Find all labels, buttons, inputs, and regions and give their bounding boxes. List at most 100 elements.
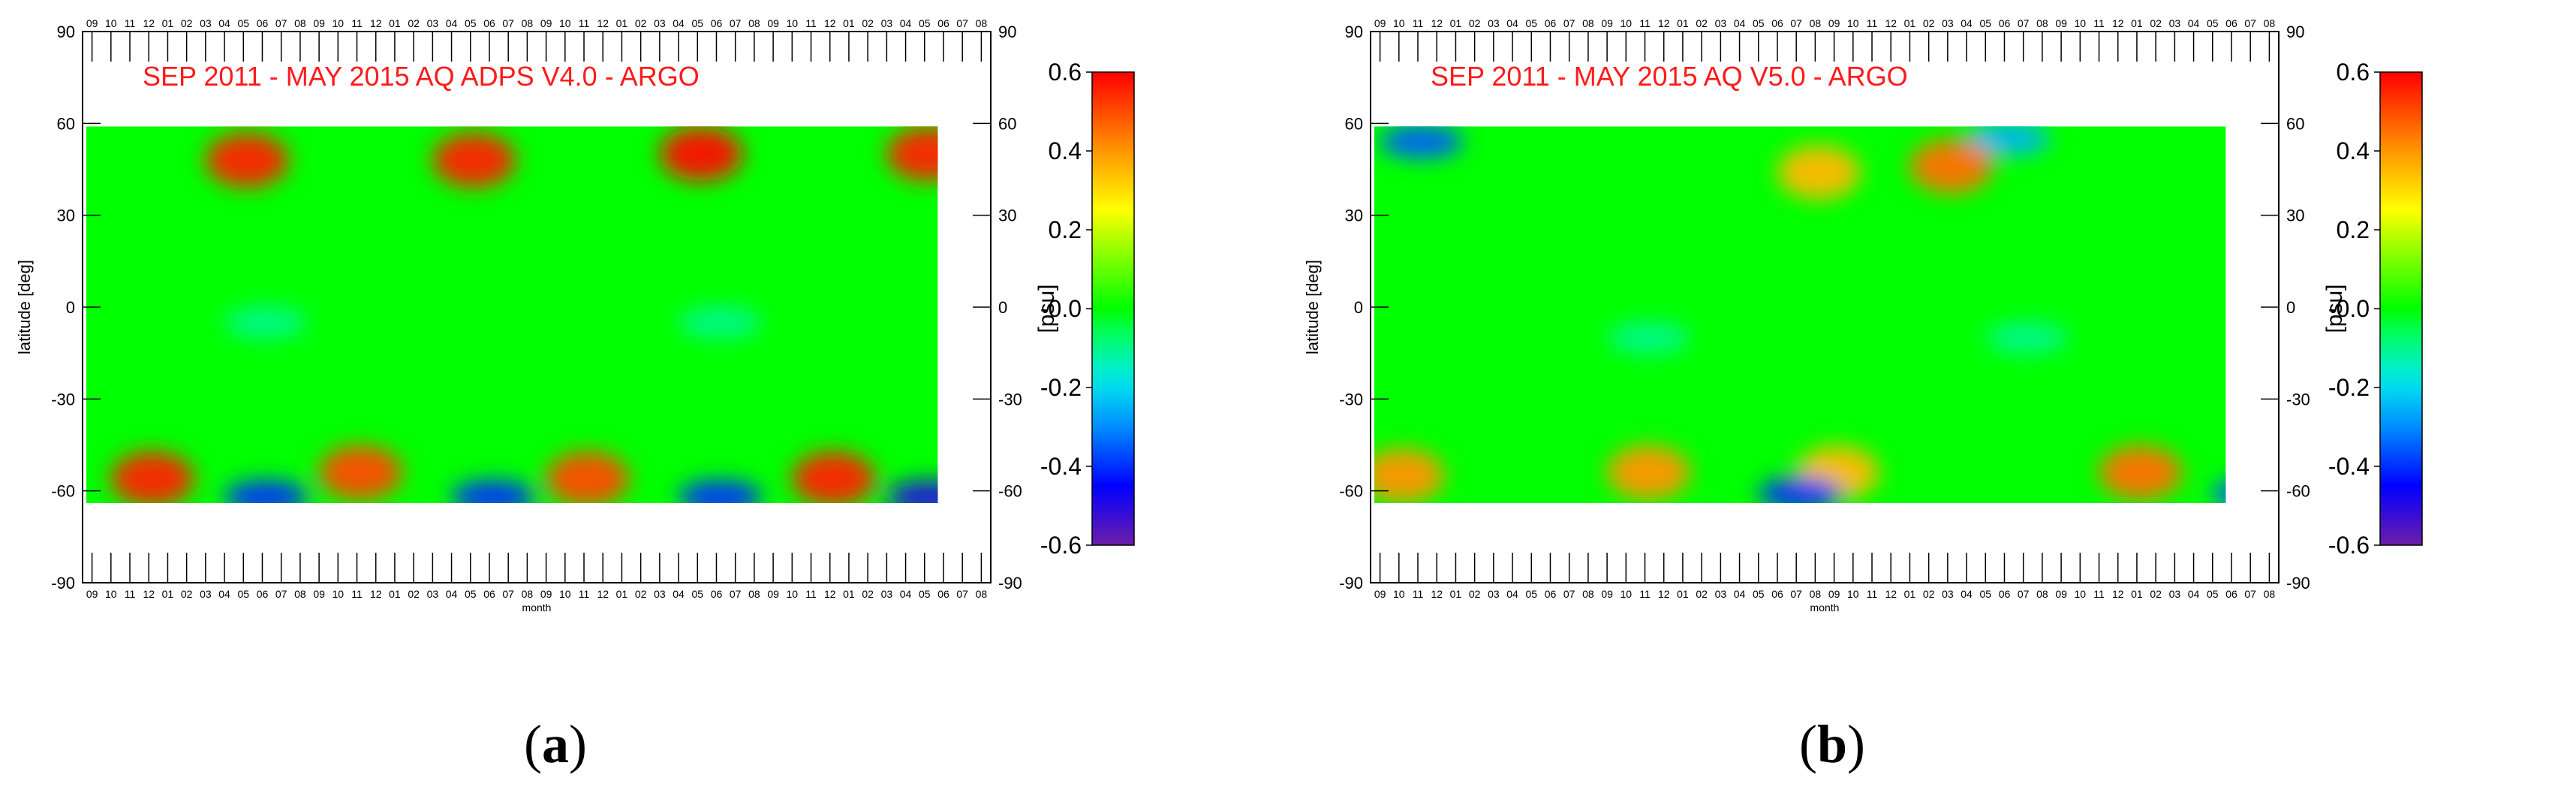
colorbar-tick-label: 0.2 — [1049, 216, 1082, 243]
month-label-top: 05 — [237, 17, 249, 29]
month-label-top: 07 — [730, 17, 742, 29]
month-label-bottom: 08 — [2264, 588, 2276, 600]
month-label-bottom: 02 — [1469, 588, 1481, 600]
month-label-top: 11 — [351, 17, 363, 29]
month-label-bottom: 03 — [200, 588, 212, 600]
month-label-top: 04 — [673, 17, 685, 29]
month-label-bottom: 01 — [2131, 588, 2143, 600]
month-label-top: 06 — [257, 17, 269, 29]
month-label-top: 11 — [805, 17, 817, 29]
lat-label-right: 90 — [2286, 23, 2304, 41]
month-label-top: 05 — [465, 17, 477, 29]
month-label-top: 12 — [824, 17, 836, 29]
month-label-bottom: 02 — [2150, 588, 2162, 600]
lat-label-right: 30 — [998, 207, 1016, 225]
month-label-top: 07 — [2244, 17, 2256, 29]
month-label-bottom: 11 — [805, 588, 817, 600]
colorbar-tick-label: -0.6 — [2328, 532, 2370, 559]
heatmap-anomaly — [886, 127, 938, 182]
month-label-bottom: 11 — [579, 588, 590, 600]
month-label-top: 11 — [579, 17, 590, 29]
lat-label-left: -60 — [51, 482, 75, 501]
heatmap-anomaly — [1967, 126, 2050, 155]
month-label-bottom: 06 — [1771, 588, 1783, 600]
heatmap-anomaly — [659, 127, 743, 182]
month-label-bottom: 10 — [1393, 588, 1405, 600]
month-label-top: 10 — [1847, 17, 1859, 29]
month-label-top: 05 — [2207, 17, 2219, 29]
month-label-top: 09 — [313, 17, 325, 29]
lat-label-left: 30 — [1345, 207, 1363, 225]
month-label-top: 08 — [2036, 17, 2048, 29]
month-label-bottom: 02 — [1923, 588, 1935, 600]
lat-label-right: 0 — [2286, 298, 2295, 317]
month-label-top: 01 — [1450, 17, 1462, 29]
heatmap-chart-b: 0909101011111212010102020303040405050606… — [1303, 17, 2423, 614]
month-label-top: 07 — [502, 17, 514, 29]
lat-label-right: -30 — [998, 390, 1022, 409]
month-label-bottom: 12 — [1885, 588, 1897, 600]
month-label-top: 02 — [862, 17, 874, 29]
month-label-top: 08 — [294, 17, 306, 29]
colorbar-tick-label: 0.2 — [2337, 216, 2370, 243]
heatmap-anomaly — [1607, 321, 1690, 354]
month-label-bottom: 06 — [483, 588, 495, 600]
month-label-top: 09 — [86, 17, 98, 29]
month-label-top: 08 — [748, 17, 760, 29]
heatmap-anomaly — [110, 451, 194, 503]
lat-label-left: -30 — [51, 390, 75, 409]
month-label-top: 01 — [2131, 17, 2143, 29]
heatmap-anomaly — [1374, 448, 1445, 503]
lat-label-left: -30 — [1339, 390, 1363, 409]
heatmap-anomaly — [1909, 139, 1994, 194]
heatmap-anomaly — [1777, 145, 1861, 200]
month-label-bottom: 12 — [597, 588, 609, 600]
month-label-bottom: 11 — [125, 588, 136, 600]
month-label-bottom: 04 — [900, 588, 912, 600]
month-label-top: 03 — [2169, 17, 2181, 29]
month-label-bottom: 01 — [1450, 588, 1462, 600]
month-label-top: 02 — [1469, 17, 1481, 29]
month-label-bottom: 04 — [1734, 588, 1746, 600]
month-label-top: 11 — [1413, 17, 1424, 29]
month-label-bottom: 11 — [2093, 588, 2105, 600]
month-label-bottom: 02 — [635, 588, 647, 600]
month-label-top: 02 — [408, 17, 420, 29]
month-label-top: 04 — [2188, 17, 2200, 29]
colorbar-label: [psu] — [2322, 284, 2347, 333]
month-label-top: 07 — [275, 17, 287, 29]
month-label-top: 03 — [1488, 17, 1500, 29]
month-label-bottom: 03 — [881, 588, 893, 600]
month-label-bottom: 11 — [351, 588, 363, 600]
month-label-bottom: 04 — [673, 588, 685, 600]
month-label-top: 04 — [1961, 17, 1973, 29]
month-label-top: 07 — [1790, 17, 1802, 29]
month-label-top: 06 — [2225, 17, 2237, 29]
panel-a: 09 09 10 10 11 11 12 12 01 01 02 02 03 03 04 04 05 05 06 06… — [15, 17, 1135, 774]
month-label-top: 08 — [522, 17, 534, 29]
month-label-bottom: 07 — [2244, 588, 2256, 600]
heatmap-field — [86, 126, 938, 503]
month-label-top: 07 — [1563, 17, 1575, 29]
month-label-bottom: 10 — [559, 588, 571, 600]
lat-label-right: -90 — [2286, 574, 2310, 592]
heatmap-anomaly — [451, 480, 535, 503]
month-label-top: 09 — [1374, 17, 1386, 29]
month-label-top: 06 — [1545, 17, 1557, 29]
month-label-top: 10 — [1393, 17, 1405, 29]
lat-label-right: 60 — [2286, 114, 2304, 133]
month-label-bottom: 06 — [711, 588, 723, 600]
lat-label-right: -30 — [2286, 390, 2310, 409]
heatmap-chart-a: 0909101011111212010102020303040405050606… — [15, 17, 1135, 614]
lat-label-right: 0 — [998, 298, 1007, 317]
chart-title: SEP 2011 - MAY 2015 AQ ADPS V4.0 - ARGO — [143, 61, 700, 92]
month-label-bottom: 10 — [1847, 588, 1859, 600]
month-label-bottom: 01 — [1677, 588, 1689, 600]
month-label-bottom: 09 — [86, 588, 98, 600]
lat-label-left: 60 — [57, 114, 75, 133]
lat-label-left: -60 — [1339, 482, 1363, 501]
month-label-top: 06 — [711, 17, 723, 29]
heatmap-anomaly — [205, 133, 289, 188]
colorbar-tick-label: -0.0 — [1040, 295, 1082, 322]
caption-a: (a) — [524, 714, 587, 774]
